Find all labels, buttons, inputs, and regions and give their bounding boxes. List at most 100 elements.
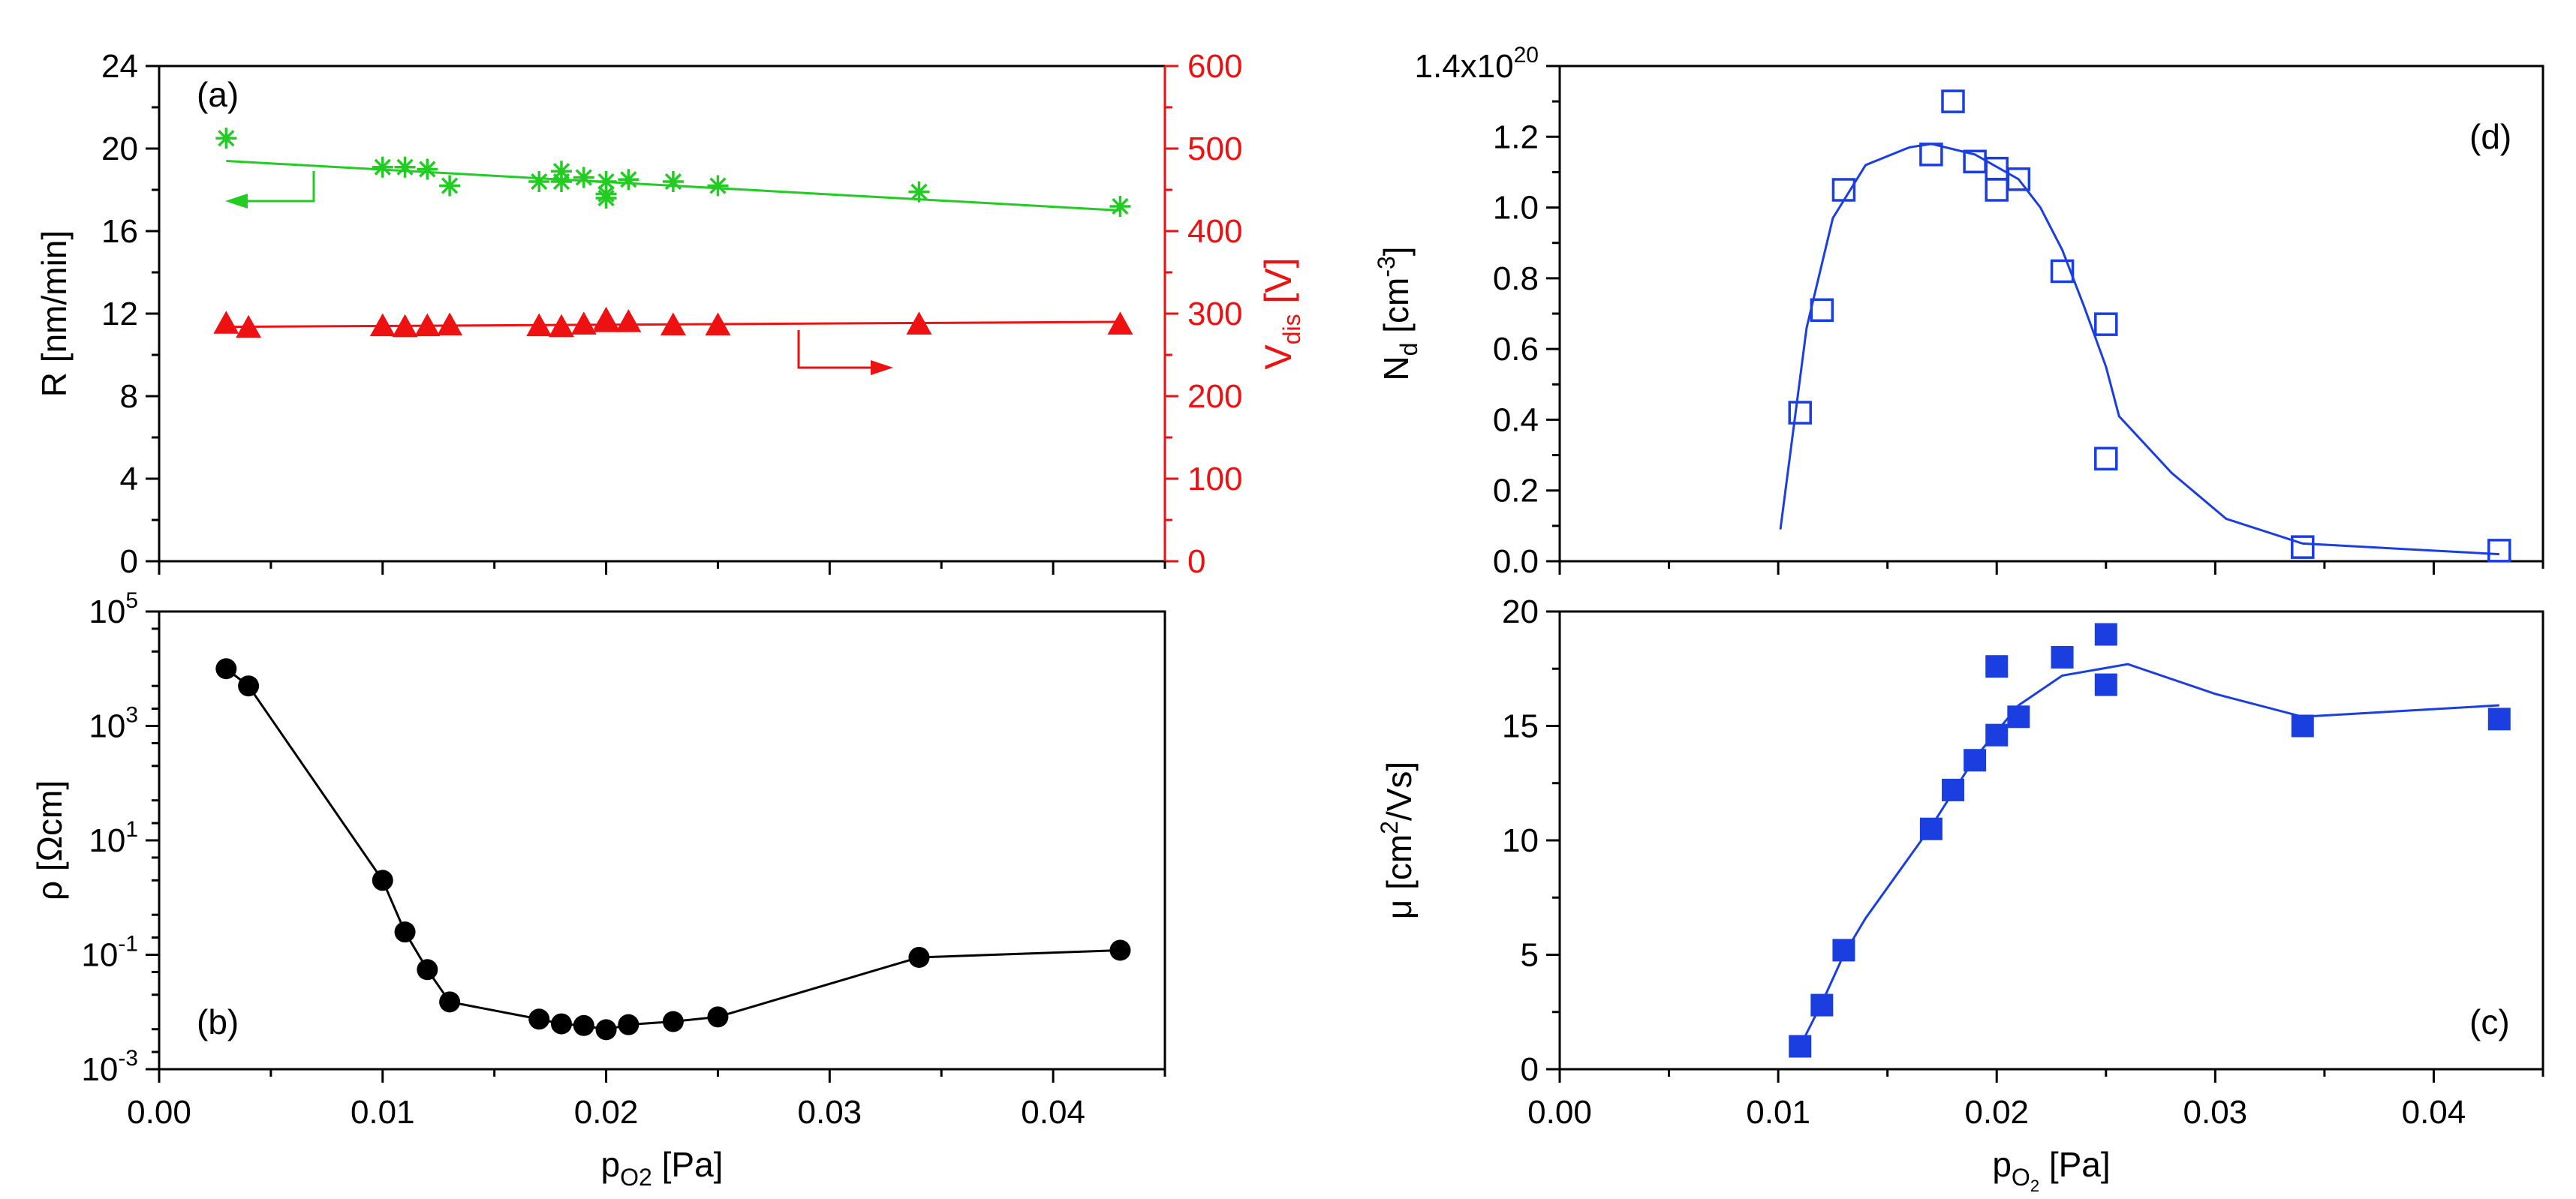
r-marker-stroke	[709, 177, 727, 194]
y-label-tail: ]	[1377, 246, 1416, 256]
y-tick-label: 0.6	[1493, 331, 1539, 368]
nd-data-point	[2006, 167, 2031, 191]
mu-data-point	[2487, 708, 2511, 731]
y-tick-label: 0.8	[1493, 260, 1539, 297]
y-top-label-main: 1.4x10	[1415, 48, 1514, 85]
x-axis-label: pO2 [Pa]	[1992, 1145, 2110, 1195]
y-tick-label: 103	[89, 703, 138, 745]
plot-frame	[1558, 65, 2544, 563]
mu-data-point	[2007, 705, 2030, 729]
y-left-tick-label: 12	[101, 296, 138, 332]
arrow-head	[225, 194, 248, 209]
y-tick-label: 10-3	[81, 1046, 138, 1088]
y-tick-base: 10	[81, 937, 118, 974]
rho-data-point	[215, 658, 237, 680]
y-tick-label: 15	[1502, 708, 1539, 745]
mu-data-point	[1810, 993, 1834, 1017]
y-tick-label: 0.0	[1493, 543, 1539, 580]
r-data-point	[662, 171, 684, 192]
rho-data-point	[394, 921, 416, 943]
y-tick-label: 0	[1521, 1051, 1539, 1088]
y-top-label-exp: 20	[1514, 43, 1539, 68]
x-tick-label: 0.04	[1021, 1094, 1085, 1131]
r-data-point	[618, 169, 639, 191]
x-label-tail: [Pa]	[2039, 1145, 2111, 1184]
arrow-head	[871, 360, 893, 375]
r-data-point	[707, 175, 729, 197]
y-right-label-sub: dis	[1278, 314, 1305, 344]
nd-data-point	[1788, 401, 1812, 425]
x-tick-label: 0.02	[1964, 1094, 2029, 1131]
y-tick-label: 0.4	[1493, 401, 1539, 438]
y-label-sub: d	[1395, 343, 1422, 356]
vdis-data-point	[705, 312, 731, 335]
r-marker-stroke	[218, 130, 235, 147]
y-tick-exp: 1	[125, 817, 138, 842]
nd-data-point	[2291, 535, 2315, 559]
x-tick-label: 0.03	[2183, 1094, 2248, 1131]
y-right-axis-label: Vdis [V]	[1257, 257, 1305, 369]
r-data-point	[372, 156, 393, 178]
x-label-tail: [Pa]	[652, 1145, 724, 1184]
r-marker-stroke	[374, 158, 391, 176]
r-marker-stroke	[597, 189, 615, 207]
vdis-data-point	[660, 312, 686, 335]
panel-label: (a)	[197, 75, 239, 114]
x-tick-label: 0.02	[574, 1094, 639, 1131]
plot-frame	[158, 610, 1166, 1071]
y-right-tick-label: 500	[1187, 131, 1242, 167]
y-left-tick-label: 24	[101, 48, 138, 85]
nd-data-point	[2050, 259, 2075, 284]
r-data-point	[551, 171, 572, 192]
rho-data-point	[573, 1014, 594, 1036]
y-label-tail: /Vs]	[1380, 762, 1419, 821]
vdis-data-point	[369, 313, 396, 337]
r-marker-stroke	[419, 161, 436, 178]
plot-frame	[1558, 610, 2544, 1071]
y-right-tick-label: 0	[1187, 543, 1205, 580]
y-right-tick-label: 400	[1187, 213, 1242, 250]
arrow-stem	[797, 330, 878, 369]
y-right-label-tail: [V]	[1257, 257, 1299, 314]
nd-data-point	[1985, 178, 2009, 202]
vdis-data-point	[414, 313, 441, 337]
r-marker-stroke	[552, 173, 570, 191]
y-tick-label: 10-1	[81, 932, 138, 974]
y-right-tick-label: 600	[1187, 48, 1242, 85]
y-tick-base: 10	[81, 1051, 118, 1088]
y-tick-label: 5	[1521, 937, 1539, 974]
nd-fit-line	[1779, 143, 2499, 556]
vdis-data-point	[213, 311, 239, 334]
nd-data-point	[1985, 156, 2009, 181]
x-tick-label: 0.03	[798, 1094, 862, 1131]
rho-line	[225, 668, 1121, 1031]
r-data-point	[595, 188, 617, 209]
x-label-sub: O	[2012, 1164, 2030, 1191]
y-left-tick-label: 16	[101, 213, 138, 250]
r-marker-stroke	[531, 173, 548, 191]
nd-data-point	[2094, 312, 2118, 336]
rho-data-point	[551, 1013, 572, 1035]
x-label-sub: O2	[620, 1164, 652, 1191]
y-label-mid: [cm	[1377, 278, 1416, 343]
nd-data-point	[2094, 446, 2118, 471]
vdis-data-point	[549, 314, 574, 338]
x-label-main: p	[1992, 1145, 2012, 1184]
x-label-main: p	[601, 1145, 621, 1184]
mu-data-point	[1942, 778, 1964, 801]
y-tick-base: 10	[89, 822, 125, 859]
mu-fit-line	[1798, 663, 2499, 1047]
nd-data-point	[1810, 298, 1834, 323]
rho-data-point	[528, 1008, 550, 1030]
vdis-data-point	[593, 306, 619, 330]
y-left-tick-label: 4	[120, 461, 138, 497]
y-tick-label: 10	[1502, 822, 1539, 859]
y-right-tick-label: 300	[1187, 296, 1242, 332]
nd-data-point	[1941, 89, 1965, 113]
panel-a: 0 4 8 12 16 20 24 0 100 200 300 400 500 600 R [nm/min]…	[35, 48, 1305, 580]
y-right-label-main: V	[1257, 344, 1299, 370]
panel-label: (d)	[2469, 117, 2511, 156]
